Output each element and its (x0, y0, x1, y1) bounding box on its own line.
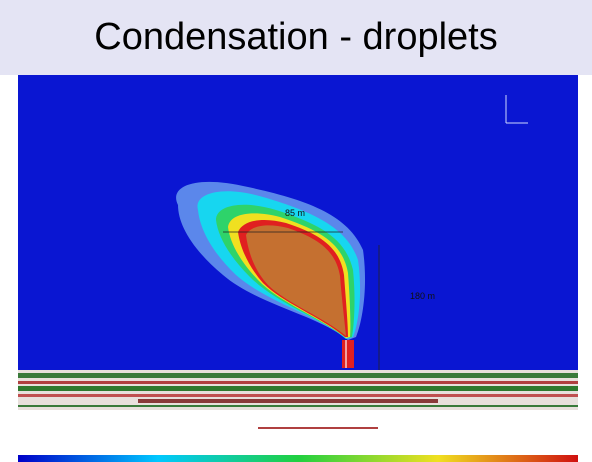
ground (18, 370, 578, 429)
slide-title: Condensation - droplets (94, 16, 497, 59)
simulation-image: 85 m 180 m (18, 75, 578, 462)
title-band: Condensation - droplets (0, 0, 592, 75)
color-bar (18, 455, 578, 462)
slide: Condensation - droplets 85 m 180 m (0, 0, 592, 462)
width-annotation: 85 m (285, 208, 305, 218)
height-annotation: 180 m (410, 291, 435, 301)
